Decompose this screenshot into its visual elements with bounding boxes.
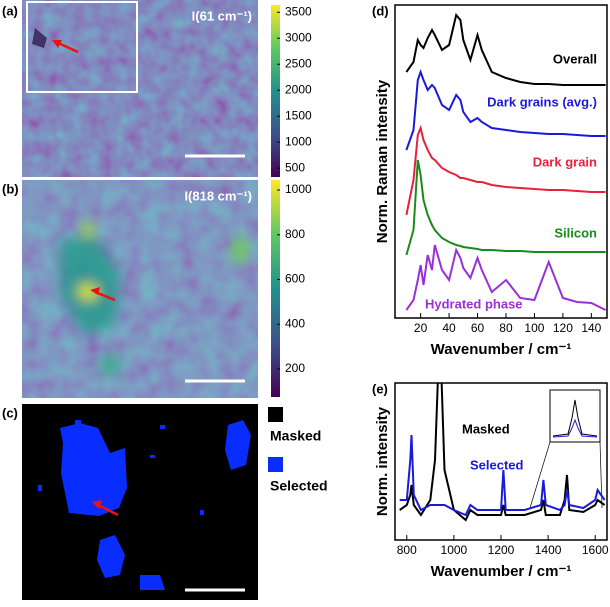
image-a [22,0,258,177]
inset-line [552,418,598,438]
inset-connector [529,441,551,509]
spectrum [405,244,607,311]
colorbar [271,5,280,177]
spectrum [405,69,606,151]
series-label: Masked [462,421,510,436]
arrow-head [92,500,102,509]
x-tick-label: 100 [524,321,544,335]
colorbar-tick-label: 200 [285,361,305,375]
series-label: Hydrated phase [425,296,523,311]
colorbar-tick-label: 2500 [285,56,312,70]
colorbar-tick-label: 1000 [285,182,312,196]
series-label: Silicon [554,225,597,240]
x-tick-label: 1000 [441,543,468,557]
image-b [22,180,258,398]
panel-label: (a) [2,3,18,18]
annotation: I(61 cm⁻¹) [192,8,252,23]
panel-label: (c) [2,405,18,420]
x-tick-label: 800 [397,543,417,557]
x-tick-label: 140 [581,321,601,335]
spectrum [405,159,606,256]
panel-label: (e) [372,381,388,396]
series-label: Overall [553,51,597,66]
y-axis-title: Norm. Raman intensity [374,79,391,243]
colorbar-tick-label: 600 [285,272,305,286]
x-tick-label: 40 [442,321,456,335]
image-c [22,404,258,600]
spectrum [405,12,606,86]
spectrum [399,383,606,522]
series-label: Dark grains (avg.) [487,94,597,109]
panel-label: (d) [372,3,389,18]
x-axis-title: Wavenumber / cm⁻¹ [431,563,572,580]
dark-grain [32,28,47,48]
x-tick-label: 1200 [488,543,515,557]
plot-frame [394,4,608,319]
selected-regions [38,420,251,590]
spectrum [399,434,606,517]
inset-box [26,1,138,93]
panel-label: (b) [2,181,19,196]
x-tick-label: 1600 [582,543,609,557]
arrow [97,503,119,517]
colorbar-tick-label: 3500 [285,4,312,18]
legend-swatch [268,407,283,422]
bright-regions [60,222,248,375]
inset-line [552,399,598,437]
x-tick-label: 120 [553,321,573,335]
colorbar-tick-label: 500 [285,160,305,174]
colorbar-tick-label: 400 [285,316,305,330]
colorbar-tick-label: 1500 [285,108,312,122]
arrow-head [52,40,62,48]
series-label: Selected [470,457,524,472]
colorbar [271,180,280,397]
colorbar-tick-label: 800 [285,227,305,241]
colorbar-tick-label: 3000 [285,30,312,44]
inset-box [549,389,601,443]
annotation: I(818 cm⁻¹) [184,188,252,203]
legend-swatch [268,457,283,472]
x-tick-label: 1400 [535,543,562,557]
series-label: Dark grain [533,154,597,169]
colorbar-tick-label: 1000 [285,134,312,148]
x-tick-label: 20 [414,321,428,335]
arrow-head [90,287,100,295]
x-axis-title: Wavenumber / cm⁻¹ [431,341,572,358]
inset-connector [599,441,603,509]
colorbar-tick-label: 2000 [285,82,312,96]
x-tick-label: 80 [499,321,513,335]
x-tick-label: 60 [471,321,485,335]
legend-label: Selected [270,478,328,494]
spectrum [405,124,606,216]
y-axis-title: Norm. intensity [374,406,391,516]
legend-label: Masked [270,428,321,444]
